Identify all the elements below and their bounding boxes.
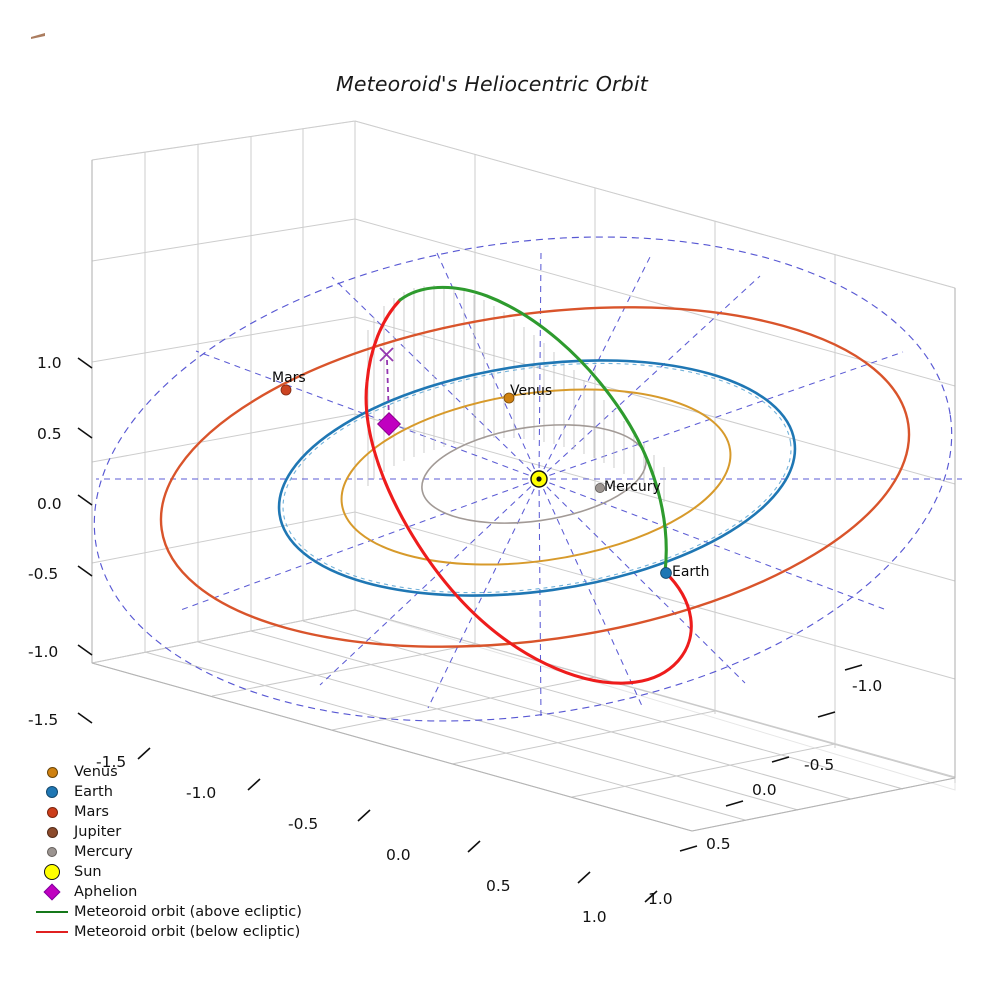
left-wall-grid	[91, 120, 356, 664]
sun-marker	[530, 470, 548, 488]
mars-dot-icon	[30, 802, 74, 822]
mercury-dot-icon	[30, 842, 74, 862]
legend-item-sun[interactable]: Sun	[30, 862, 320, 882]
xtick-6: 1.0	[582, 908, 607, 926]
tick-marks	[77, 357, 863, 903]
legend-label-sun: Sun	[74, 864, 102, 880]
mars-orbit	[159, 306, 911, 648]
xtick-4: 0.0	[386, 846, 411, 864]
legend-label-jupiter: Jupiter	[74, 824, 122, 840]
legend-item-earth[interactable]: Earth	[30, 782, 320, 802]
legend-item-mars[interactable]: Mars	[30, 802, 320, 822]
meteoroid-orbit-above-ecliptic	[398, 285, 668, 574]
xtick-1: -1.5	[96, 753, 127, 771]
aphelion-top-x-icon	[379, 347, 394, 362]
ytick-1: -1.0	[852, 677, 883, 695]
legend-item-meteoroid-below[interactable]: Meteoroid orbit (below ecliptic)	[30, 922, 320, 942]
legend: Venus Earth Mars Jupiter Mercury	[30, 762, 320, 942]
legend-item-meteoroid-above[interactable]: Meteoroid orbit (above ecliptic)	[30, 902, 320, 922]
xtick-2: -1.0	[186, 784, 217, 802]
ztick-5: -1.0	[28, 643, 59, 661]
xtick-5: 0.5	[486, 877, 511, 895]
venus-orbit	[340, 388, 732, 566]
legend-label-aphelion: Aphelion	[74, 884, 138, 900]
label-earth: Earth	[672, 564, 710, 580]
legend-label-earth: Earth	[74, 784, 113, 800]
mars-marker	[280, 384, 292, 396]
meteoroid-orbit-below-ecliptic	[364, 298, 693, 685]
planet-markers	[280, 384, 672, 579]
red-line-icon	[30, 922, 74, 942]
aphelion-marker	[376, 411, 402, 437]
aphelion-diamond-icon	[30, 882, 74, 902]
xtick-3: -0.5	[288, 815, 319, 833]
green-line-icon	[30, 902, 74, 922]
jupiter-orbit-spokes	[96, 251, 962, 719]
mercury-marker	[595, 482, 606, 493]
ytick-4: 0.5	[706, 835, 731, 853]
legend-label-meteoroid-below: Meteoroid orbit (below ecliptic)	[74, 924, 301, 940]
ztick-2: 0.5	[37, 425, 62, 443]
page-title: Meteoroid's Heliocentric Orbit	[335, 72, 649, 96]
jupiter-orbit-dashed	[93, 236, 953, 722]
legend-label-meteoroid-above: Meteoroid orbit (above ecliptic)	[74, 904, 302, 920]
legend-label-mars: Mars	[74, 804, 109, 820]
label-mercury: Mercury	[604, 479, 661, 495]
earth-orbit	[277, 359, 797, 597]
venus-marker	[503, 392, 515, 404]
ztick-6: -1.5	[28, 711, 59, 729]
aphelion-stem	[386, 359, 390, 421]
axes-grid-panes	[91, 120, 956, 832]
floor-grid	[91, 609, 956, 832]
legend-item-venus[interactable]: Venus	[30, 762, 320, 782]
legend-item-aphelion[interactable]: Aphelion	[30, 882, 320, 902]
axis-spines	[91, 160, 956, 832]
legend-item-jupiter[interactable]: Jupiter	[30, 822, 320, 842]
earth-dot-icon	[30, 782, 74, 802]
ytick-2: -0.5	[804, 756, 835, 774]
ztick-3: 0.0	[37, 495, 62, 513]
sun-dot-icon	[30, 862, 74, 882]
ytick-3: 0.0	[752, 781, 777, 799]
ztick-1: 1.0	[37, 354, 62, 372]
venus-dot-icon	[30, 762, 74, 782]
jupiter-clipped-marker	[31, 33, 45, 39]
legend-label-venus: Venus	[74, 764, 118, 780]
label-venus: Venus	[510, 383, 553, 399]
jupiter-dot-icon	[30, 822, 74, 842]
ztick-4: -0.5	[28, 565, 59, 583]
earth-marker	[660, 567, 672, 579]
legend-label-mercury: Mercury	[74, 844, 133, 860]
ytick-5: 1.0	[648, 890, 673, 908]
legend-item-mercury[interactable]: Mercury	[30, 842, 320, 862]
label-mars: Mars	[272, 370, 306, 386]
